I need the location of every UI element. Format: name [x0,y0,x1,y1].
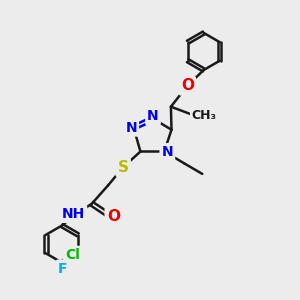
Text: O: O [107,209,120,224]
Text: S: S [118,160,129,175]
Text: CH₃: CH₃ [192,109,217,122]
Text: F: F [58,262,67,275]
Text: Cl: Cl [65,248,80,262]
Text: O: O [181,78,194,93]
Text: NH: NH [62,207,85,221]
Text: N: N [125,121,137,135]
Text: N: N [161,145,173,159]
Text: N: N [147,109,159,123]
